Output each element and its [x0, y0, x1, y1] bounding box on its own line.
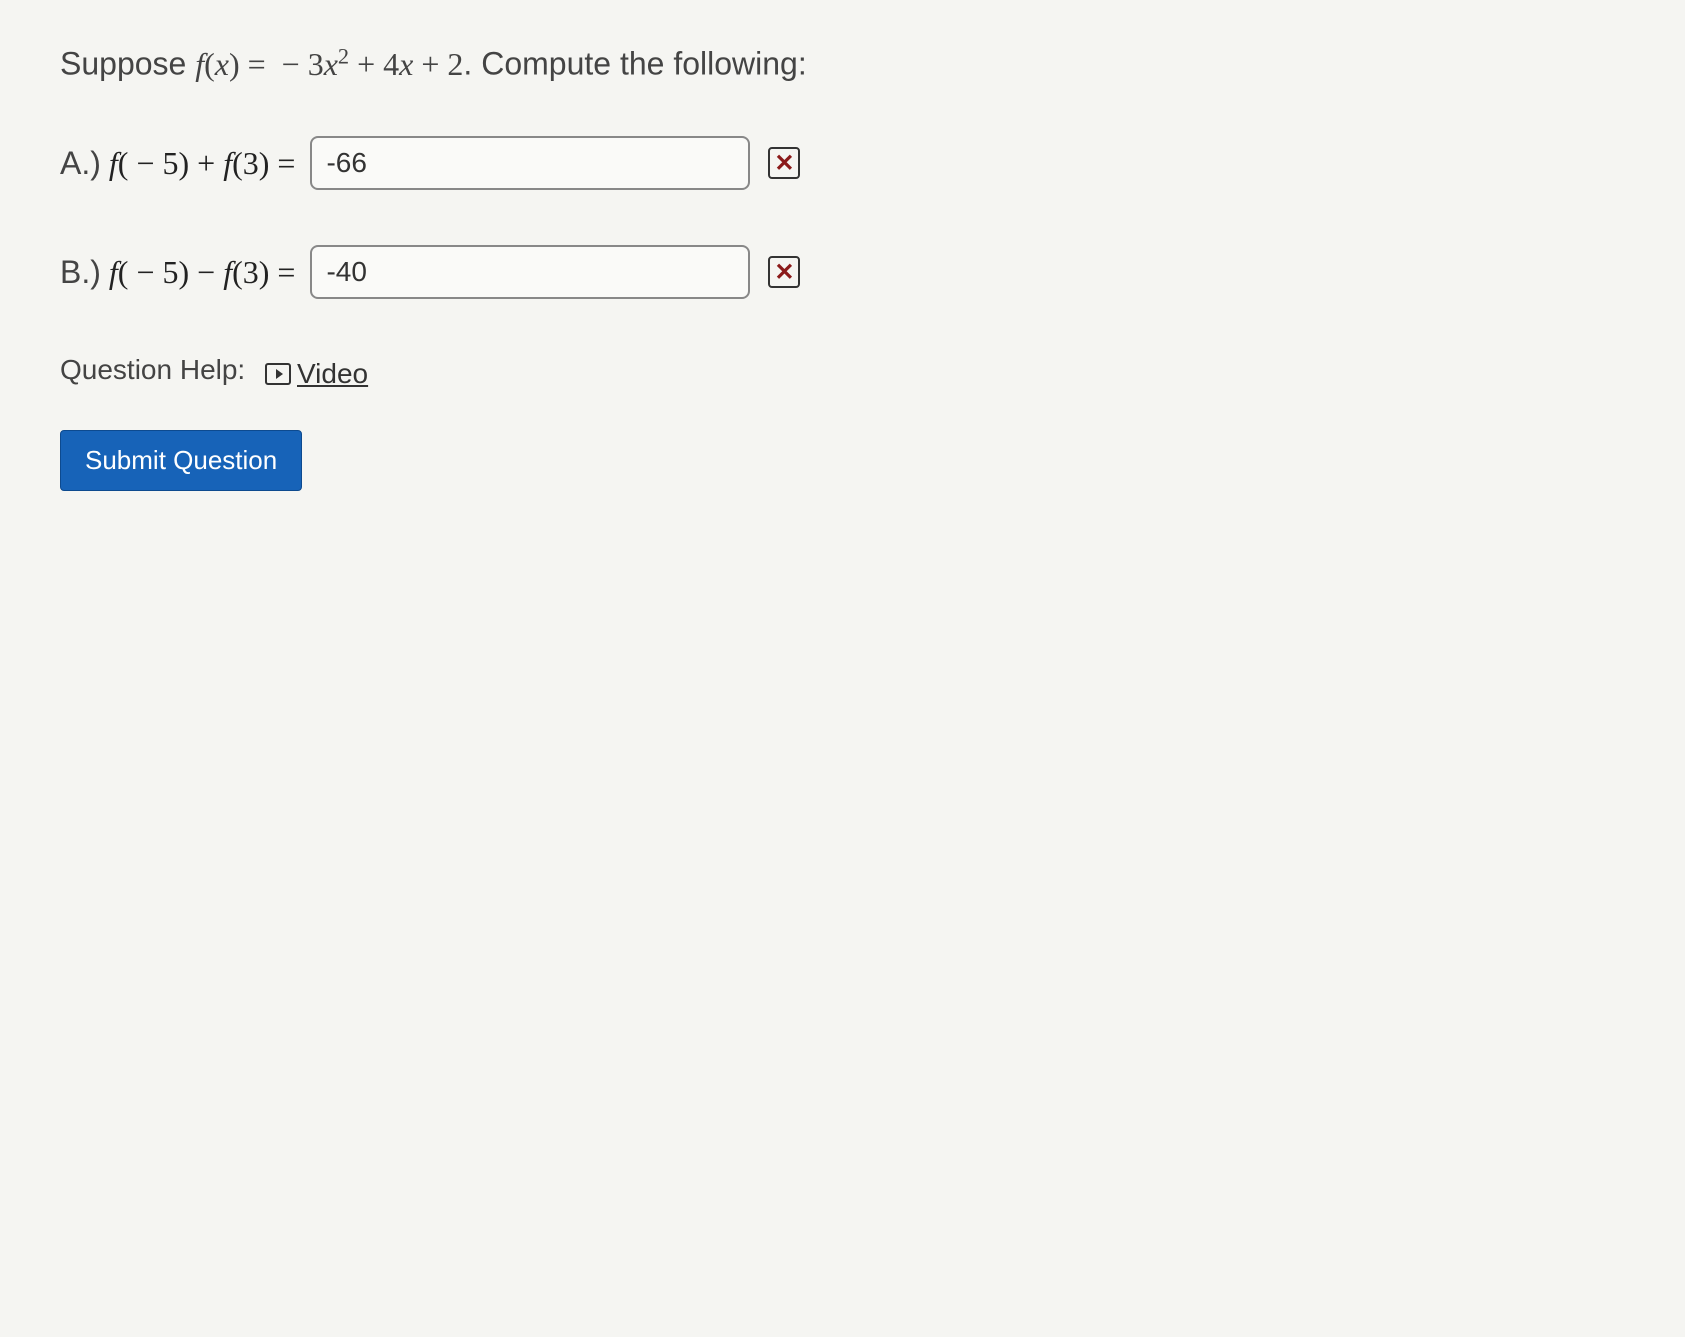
incorrect-icon: ✕ [768, 256, 800, 288]
submit-button[interactable]: Submit Question [60, 430, 302, 491]
prompt-suffix: . Compute the following: [463, 46, 806, 82]
video-label: Video [297, 358, 368, 390]
question-part-b: B.) f( − 5) − f(3) = ✕ [60, 245, 1625, 299]
help-label: Question Help: [60, 354, 245, 385]
part-a-label: A.) [60, 145, 101, 182]
question-help: Question Help: Video [60, 354, 1625, 390]
part-a-input[interactable] [310, 136, 750, 190]
video-icon [265, 363, 291, 385]
part-b-expression: f( − 5) − f(3) = [109, 254, 296, 291]
part-b-label: B.) [60, 254, 101, 291]
part-b-input[interactable] [310, 245, 750, 299]
function-definition: f(x) = − 3x2 + 4x + 2 [195, 46, 463, 82]
video-link[interactable]: Video [265, 358, 368, 390]
part-a-expression: f( − 5) + f(3) = [109, 145, 296, 182]
prompt-prefix: Suppose [60, 46, 195, 82]
question-part-a: A.) f( − 5) + f(3) = ✕ [60, 136, 1625, 190]
incorrect-icon: ✕ [768, 147, 800, 179]
question-prompt: Suppose f(x) = − 3x2 + 4x + 2. Compute t… [60, 40, 1625, 86]
